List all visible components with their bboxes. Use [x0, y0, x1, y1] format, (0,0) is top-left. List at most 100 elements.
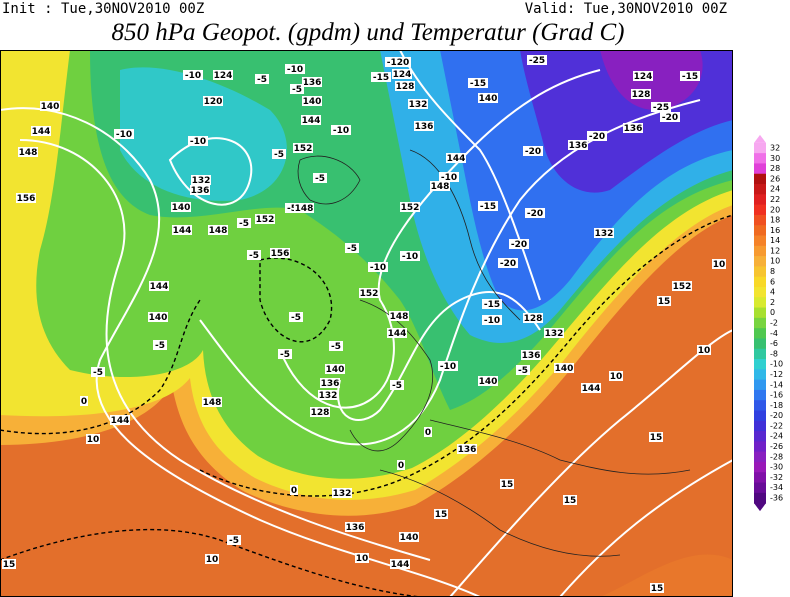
- colorbar-label: 10: [770, 257, 780, 266]
- colorbar-label: 12: [770, 246, 780, 255]
- colorbar-label: -12: [770, 370, 783, 379]
- contour-label: 140: [303, 97, 322, 107]
- contour-label-box: [660, 112, 680, 122]
- trough-west: [120, 67, 287, 201]
- colorbar-swatch: [754, 317, 766, 329]
- contour-label: -10: [287, 65, 303, 75]
- contour-label-box: [153, 340, 167, 350]
- colorbar-swatch: [754, 441, 766, 453]
- colorbar-swatch: [754, 348, 766, 360]
- contour-label: 144: [111, 416, 130, 426]
- contour-label: -25: [653, 103, 669, 113]
- contour-label: 148: [431, 182, 450, 192]
- colorbar-swatch: [754, 214, 766, 226]
- contour-label-box: [114, 129, 134, 139]
- colorbar-swatch: [754, 379, 766, 391]
- contour-label-box: [697, 345, 711, 355]
- colorbar-top-arrow: [754, 134, 766, 143]
- contour-label: -10: [370, 263, 386, 273]
- colorbar-swatch: [754, 276, 766, 288]
- contour-label-box: [478, 201, 498, 211]
- contour-label: 152: [673, 282, 692, 292]
- colorbar-label: -18: [770, 401, 783, 410]
- contour-label-box: [247, 250, 261, 260]
- contour-label: -5: [518, 366, 528, 376]
- contour-label-box: [345, 243, 359, 253]
- contour-label-box: [289, 312, 303, 322]
- colorbar-label: 8: [770, 267, 775, 276]
- contour-label-box: [516, 365, 530, 375]
- colorbar-swatch: [754, 286, 766, 298]
- map-title: 850 hPa Geopot. (gpdm) und Temperatur (G…: [112, 19, 625, 46]
- contour-label: -15: [373, 73, 389, 83]
- colorbar-swatch: [754, 369, 766, 381]
- contour-label: -5: [249, 251, 259, 261]
- contour-label: 132: [595, 229, 614, 239]
- contour-label-box: [255, 74, 269, 84]
- contour-label: -10: [402, 252, 418, 262]
- contour-label-box: [392, 69, 412, 79]
- contour-label: -25: [529, 56, 545, 66]
- contour-label: -5: [291, 313, 301, 323]
- contour-label-box: [278, 349, 292, 359]
- contour-label: -5: [155, 341, 165, 351]
- colorbar-label: -36: [770, 494, 783, 503]
- contour-label: -15: [470, 79, 486, 89]
- contour-label: -10: [441, 173, 457, 183]
- contour-label: -10: [440, 362, 456, 372]
- contour-label-box: [424, 427, 432, 437]
- contour-label-box: [293, 143, 313, 153]
- contour-label-box: [498, 258, 518, 268]
- colorbar-swatch: [754, 194, 766, 206]
- contour-label: -5: [292, 85, 302, 95]
- contour-label-box: [509, 239, 529, 249]
- contour-label-box: [390, 559, 410, 569]
- contour-label-box: [631, 89, 651, 99]
- contour-label: 132: [333, 489, 352, 499]
- contour-label-box: [397, 460, 405, 470]
- contour-label: 132: [409, 100, 428, 110]
- colorbar-swatch: [754, 461, 766, 473]
- contour-label-box: [389, 311, 409, 321]
- contour-label-box: [385, 57, 411, 67]
- contour-label: 124: [214, 71, 233, 81]
- colorbar-swatch: [754, 431, 766, 442]
- contour-label-box: [270, 248, 290, 258]
- contour-label-box: [294, 203, 314, 213]
- contour-label: 15: [651, 584, 664, 594]
- contour-label-box: [408, 99, 428, 109]
- contour-label-box: [213, 70, 233, 80]
- contour-label-box: [290, 485, 298, 495]
- contour-label: -20: [511, 240, 527, 250]
- contour-label: 152: [256, 215, 275, 225]
- colorbar-label: 4: [770, 288, 775, 297]
- contour-label-box: [188, 136, 208, 146]
- colorbar-label: -28: [770, 452, 783, 461]
- contour-label: 10: [713, 260, 726, 270]
- contour-label-box: [203, 96, 223, 106]
- contour-label: -15: [484, 300, 500, 310]
- contour-label: -20: [500, 259, 516, 269]
- contour-label-box: [482, 299, 502, 309]
- colorbar-swatch: [754, 225, 766, 236]
- contour-label: 148: [390, 312, 409, 322]
- contour-label-box: [649, 432, 663, 442]
- contour-label-box: [523, 313, 543, 323]
- contour-label-box: [2, 559, 16, 569]
- contour-label-box: [430, 181, 450, 191]
- colorbar-swatch: [754, 410, 766, 422]
- colorbar-label: 24: [770, 185, 780, 194]
- contour-label-box: [171, 202, 191, 212]
- contour-label-box: [359, 288, 379, 298]
- colorbar-label: -2: [770, 319, 778, 328]
- contour-label: 15: [435, 510, 448, 520]
- colorbar-label: -10: [770, 360, 783, 369]
- colorbar-swatch: [754, 235, 766, 247]
- colorbar-label: -14: [770, 380, 783, 389]
- contour-label-box: [313, 173, 327, 183]
- contour-label-box: [191, 175, 211, 185]
- contour-label-box: [482, 315, 502, 325]
- contour-label-box: [149, 281, 169, 291]
- contour-label: 128: [311, 408, 330, 418]
